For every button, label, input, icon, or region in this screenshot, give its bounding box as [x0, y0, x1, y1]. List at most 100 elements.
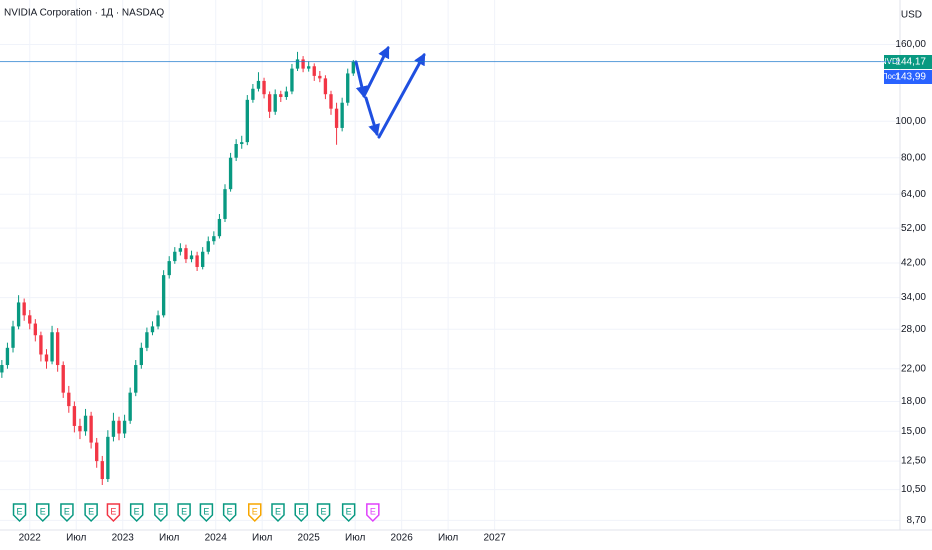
earnings-marker	[36, 503, 50, 523]
candle-body	[89, 415, 93, 443]
candle-body	[295, 59, 300, 69]
candle-body	[346, 73, 350, 103]
earnings-label: E	[321, 506, 327, 516]
x-tick-label: Июл	[438, 533, 458, 544]
candle-body	[134, 365, 138, 393]
candle-body	[39, 335, 43, 355]
earnings-label: E	[40, 506, 46, 516]
earnings-marker	[154, 503, 168, 523]
earnings-label: E	[158, 506, 164, 516]
earnings-label: E	[203, 506, 209, 516]
candle-body	[284, 91, 289, 97]
candle-body	[0, 365, 4, 373]
y-tick-label: 64,00	[901, 189, 926, 200]
y-tick-label: 42,00	[901, 258, 926, 269]
candle-body	[178, 248, 183, 252]
earnings-marker	[129, 503, 144, 523]
price-name: NVDA	[881, 57, 904, 66]
x-tick-label: Июл	[159, 533, 179, 544]
y-tick-label: 100,00	[895, 116, 926, 127]
candle-body	[273, 94, 277, 112]
candle-body	[5, 347, 10, 366]
earnings-marker	[271, 503, 285, 523]
earnings-label: E	[227, 506, 233, 516]
candle-body	[145, 332, 149, 348]
x-tick-label: 2022	[19, 533, 42, 544]
drawings	[354, 45, 426, 139]
price-value-box	[900, 55, 932, 69]
earnings-marker	[106, 503, 121, 523]
candle-body	[212, 236, 216, 242]
candle-body	[256, 80, 261, 89]
candle-body	[334, 108, 339, 128]
y-tick-label: 12,50	[901, 456, 926, 467]
currency: USD	[901, 10, 922, 21]
candle-body	[83, 415, 88, 432]
candle-body	[72, 406, 77, 426]
candle-body	[318, 75, 322, 79]
price-value: 144,17	[895, 57, 926, 68]
candle-body	[189, 255, 194, 260]
candle-body	[262, 80, 266, 95]
candle-body	[67, 392, 71, 407]
candle-body	[234, 144, 238, 158]
y-tick-label: 18,00	[901, 396, 926, 407]
candle-body	[340, 102, 344, 128]
earnings-marker	[199, 503, 214, 523]
candle-body	[228, 157, 233, 190]
y-tick-label: 80,00	[901, 152, 926, 163]
candle-body	[279, 94, 283, 97]
candle-body	[329, 94, 333, 109]
candle-body	[240, 142, 244, 145]
earnings-label: E	[88, 506, 94, 516]
candle-body	[290, 68, 294, 92]
earnings-label: E	[17, 506, 23, 516]
price-name-box	[884, 55, 900, 69]
candle-body	[245, 99, 249, 143]
candle-body	[156, 315, 160, 327]
x-tick-label: Июл	[252, 533, 272, 544]
candle-body	[323, 78, 328, 95]
price-name-box	[884, 70, 900, 84]
candle-body	[111, 420, 116, 437]
candle-body	[22, 302, 26, 316]
earnings-marker	[12, 503, 27, 523]
x-tick-label: 2027	[484, 533, 507, 544]
candle-body	[201, 251, 205, 267]
candle-body	[61, 365, 65, 393]
price-value-box	[900, 70, 932, 84]
candle-body	[267, 94, 272, 112]
candle-body	[50, 332, 54, 362]
candle-body	[195, 255, 199, 267]
candle-body	[117, 420, 121, 434]
candle-body	[16, 302, 21, 327]
earnings-label: E	[275, 506, 281, 516]
candle-body	[106, 436, 110, 480]
drawn-arrow	[377, 52, 426, 139]
candle-body	[217, 218, 222, 237]
x-tick-label: 2026	[391, 533, 414, 544]
y-tick-label: 8,70	[907, 515, 927, 526]
x-tick-label: 2025	[298, 533, 321, 544]
earnings-label: E	[64, 506, 70, 516]
earnings-label: E	[181, 506, 187, 516]
earnings-marker	[248, 503, 262, 523]
price-name: Пост-	[882, 72, 903, 81]
y-tick-label: 52,00	[901, 223, 926, 234]
earnings-label: E	[110, 506, 116, 516]
candle-body	[139, 347, 143, 366]
candle-body	[33, 323, 38, 336]
candle-body	[100, 461, 104, 480]
candle-body	[173, 251, 177, 262]
candle-body	[44, 354, 49, 362]
candle-body	[312, 66, 316, 76]
earnings-marker	[222, 503, 237, 523]
drawn-arrow	[362, 45, 390, 98]
y-tick-label: 15,00	[901, 426, 926, 437]
earnings-marker	[84, 503, 98, 523]
earnings-label: E	[134, 506, 140, 516]
x-tick-label: 2023	[112, 533, 135, 544]
